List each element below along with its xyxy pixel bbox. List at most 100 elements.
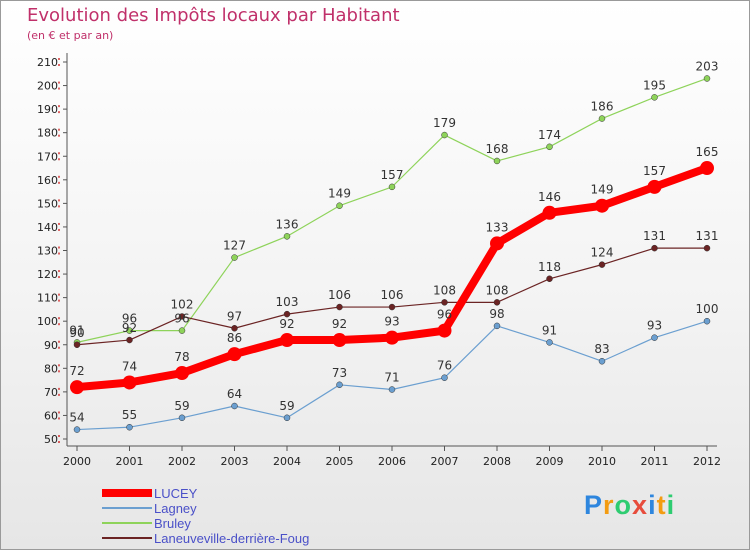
- data-label-bruley: 179: [433, 116, 456, 130]
- data-label-laneuveville-derri-re-foug: 124: [591, 246, 614, 260]
- data-label-bruley: 96: [174, 312, 189, 326]
- data-label-lucey: 146: [538, 190, 561, 204]
- data-point-lucey: [437, 323, 452, 338]
- data-label-lagney: 76: [437, 359, 452, 373]
- brand-letter: r: [603, 490, 615, 520]
- data-point-lagney: [283, 414, 291, 422]
- data-label-lucey: 86: [227, 331, 242, 345]
- data-label-laneuveville-derri-re-foug: 97: [227, 309, 242, 323]
- x-tick-label: 2008: [483, 455, 511, 468]
- data-point-lucey: [647, 179, 662, 194]
- data-point-laneuveville-derri-re-foug: [651, 244, 658, 252]
- x-tick-label: 2000: [63, 455, 91, 468]
- data-point-lucey: [490, 236, 504, 251]
- data-label-laneuveville-derri-re-foug: 92: [122, 321, 137, 335]
- data-point-bruley: [231, 254, 238, 261]
- data-label-bruley: 136: [276, 217, 299, 231]
- data-point-bruley: [493, 157, 501, 165]
- data-point-lucey: [280, 333, 294, 348]
- data-point-bruley: [336, 202, 343, 209]
- y-tick-label: 140: [37, 221, 58, 234]
- data-label-bruley: 157: [381, 168, 404, 182]
- data-label-bruley: 195: [643, 78, 666, 92]
- legend-label: Lagney: [154, 500, 197, 516]
- y-tick-label: 170: [37, 150, 58, 163]
- y-tick-label: 180: [37, 127, 58, 140]
- data-label-lagney: 59: [279, 399, 294, 413]
- data-point-lucey: [595, 198, 609, 213]
- data-label-lagney: 93: [647, 319, 662, 333]
- legend-item: Laneuveville-derrière-Foug: [102, 530, 309, 546]
- data-point-bruley: [178, 327, 186, 334]
- y-tick-label: 210: [37, 56, 58, 69]
- data-point-lucey: [700, 161, 714, 176]
- data-point-laneuveville-derri-re-foug: [598, 261, 606, 268]
- x-tick-label: 2009: [536, 455, 564, 468]
- x-tick-label: 2006: [378, 455, 406, 468]
- x-tick-label: 2011: [641, 455, 669, 468]
- data-point-lagney: [73, 426, 81, 433]
- data-label-bruley: 91: [69, 323, 84, 337]
- data-point-lucey: [385, 330, 399, 345]
- data-point-laneuveville-derri-re-foug: [493, 299, 501, 306]
- x-tick-label: 2012: [693, 455, 721, 468]
- data-label-laneuveville-derri-re-foug: 103: [276, 295, 299, 309]
- data-point-laneuveville-derri-re-foug: [388, 303, 396, 311]
- y-tick-label: 160: [37, 174, 58, 187]
- data-point-lucey: [542, 205, 557, 220]
- data-label-bruley: 127: [223, 239, 246, 253]
- data-label-lagney: 83: [594, 342, 609, 356]
- data-label-bruley: 168: [486, 142, 509, 156]
- brand-letter: x: [632, 490, 649, 520]
- legend-label: LUCEY: [154, 485, 198, 501]
- data-label-laneuveville-derri-re-foug: 131: [643, 229, 666, 243]
- data-label-laneuveville-derri-re-foug: 102: [171, 297, 194, 311]
- legend-item: LUCEY: [102, 485, 197, 501]
- data-point-lucey: [332, 333, 347, 348]
- data-label-lucey: 157: [643, 164, 666, 178]
- data-label-bruley: 174: [538, 128, 561, 142]
- series-line-lucey: [73, 164, 711, 392]
- y-tick-label: 110: [37, 292, 58, 305]
- legend-swatch: [102, 507, 152, 509]
- data-label-lucey: 133: [486, 220, 509, 234]
- brand-letter: i: [648, 490, 657, 520]
- x-tick-label: 2004: [273, 455, 301, 468]
- data-point-laneuveville-derri-re-foug: [546, 275, 553, 283]
- data-point-lucey: [122, 375, 137, 390]
- y-tick-label: 60: [44, 409, 58, 422]
- data-point-laneuveville-derri-re-foug: [441, 299, 448, 306]
- data-label-lucey: 78: [174, 350, 189, 364]
- x-tick-label: 2003: [221, 455, 249, 468]
- data-point-laneuveville-derri-re-foug: [336, 303, 343, 311]
- data-point-bruley: [283, 233, 291, 240]
- legend-label: Laneuveville-derrière-Foug: [154, 530, 310, 546]
- data-label-bruley: 203: [696, 59, 719, 73]
- x-tick-label: 2005: [326, 455, 354, 468]
- data-point-laneuveville-derri-re-foug: [126, 336, 133, 344]
- data-point-laneuveville-derri-re-foug: [231, 325, 238, 332]
- data-point-laneuveville-derri-re-foug: [178, 313, 186, 320]
- y-tick-label: 130: [37, 245, 58, 258]
- legend-swatch: [102, 489, 152, 497]
- data-point-lagney: [651, 334, 658, 341]
- data-label-bruley: 149: [328, 187, 351, 201]
- data-point-lagney: [231, 402, 238, 410]
- data-label-laneuveville-derri-re-foug: 90: [69, 326, 84, 340]
- data-point-bruley: [126, 327, 133, 334]
- data-label-lagney: 100: [696, 302, 719, 316]
- y-tick-label: 50: [44, 433, 58, 446]
- x-tick-label: 2007: [431, 455, 459, 468]
- y-tick-label: 80: [44, 362, 58, 375]
- data-point-lagney: [546, 339, 553, 346]
- data-point-lucey: [70, 380, 84, 395]
- y-tick-label: 70: [44, 386, 58, 399]
- data-label-laneuveville-derri-re-foug: 108: [433, 283, 456, 297]
- data-label-bruley: 186: [591, 100, 614, 114]
- data-label-laneuveville-derri-re-foug: 131: [696, 229, 719, 243]
- x-tick-label: 2002: [168, 455, 196, 468]
- data-point-lagney: [336, 381, 343, 389]
- data-label-laneuveville-derri-re-foug: 106: [328, 288, 351, 302]
- data-label-lucey: 93: [384, 315, 399, 329]
